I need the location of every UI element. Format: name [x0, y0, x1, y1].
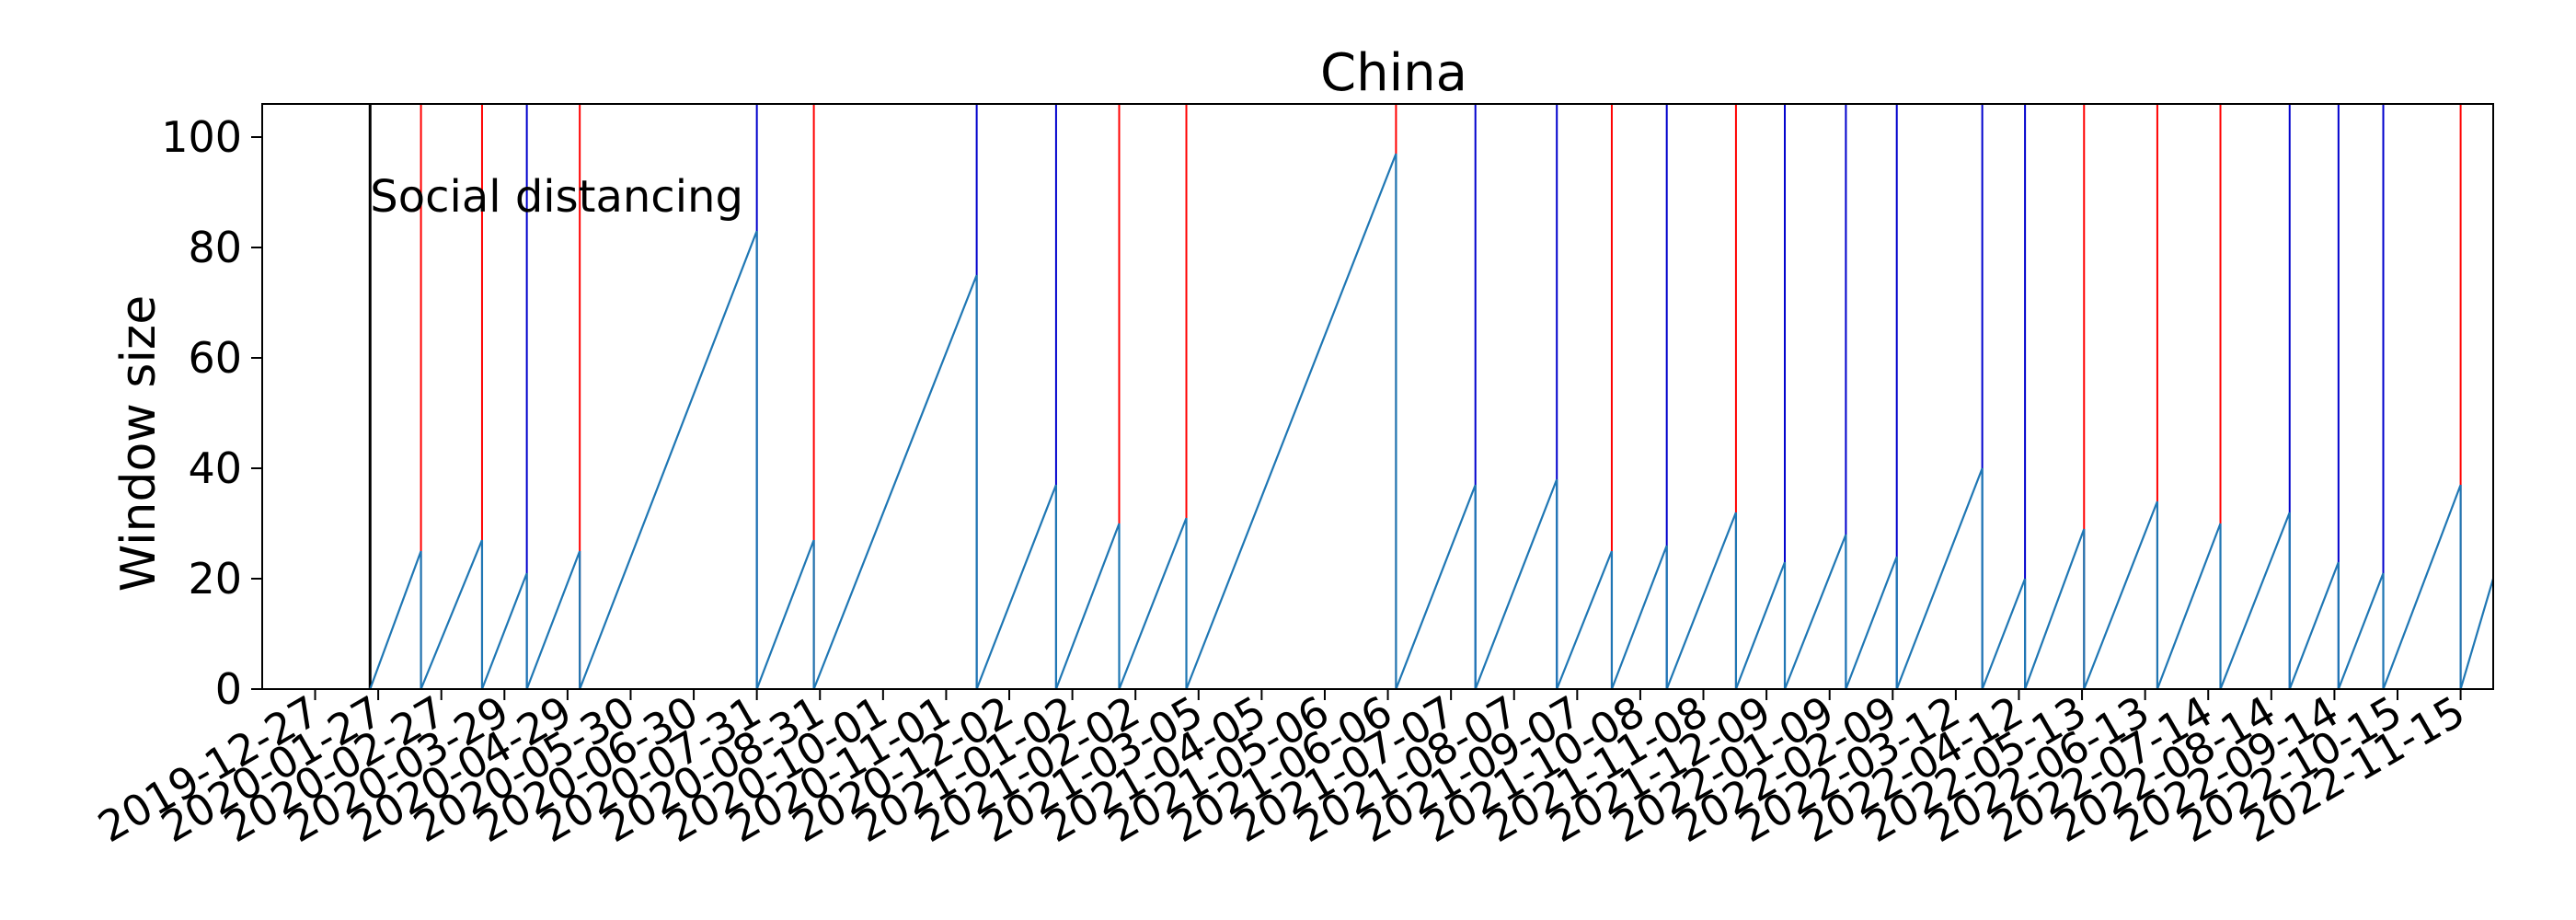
- y-axis: 0 20 40 60 80 100: [161, 112, 262, 714]
- series-ramp-6: [812, 274, 978, 690]
- series-ramp-25: [2288, 561, 2340, 690]
- series-ramp-5: [755, 539, 815, 690]
- series-ramp-7: [975, 484, 1057, 690]
- y-tick-label: 100: [161, 112, 242, 162]
- series-ramp-11: [1395, 484, 1477, 690]
- series-ramp-24: [2219, 512, 2291, 690]
- series-ramp-1: [420, 539, 483, 690]
- series-ramp-0: [369, 550, 422, 690]
- series-ramp-19: [1895, 467, 1984, 690]
- series-ramp-22: [2083, 500, 2158, 690]
- series-ramp-12: [1474, 478, 1558, 690]
- series-ramp-27: [2382, 484, 2462, 690]
- series-ramp-26: [2337, 572, 2385, 690]
- y-tick-label: 60: [188, 333, 242, 383]
- y-tick-label: 40: [188, 443, 242, 493]
- series-ramp-16: [1734, 561, 1787, 690]
- series-ramp-21: [2024, 528, 2086, 690]
- series-window-size: [369, 153, 2495, 690]
- series-ramp-13: [1556, 550, 1613, 690]
- series-ramp-17: [1783, 534, 1847, 690]
- chart-title: China: [1320, 43, 1467, 103]
- annotations: Social distancing: [370, 171, 743, 223]
- series-ramp-10: [1185, 153, 1397, 690]
- series-ramp-8: [1054, 523, 1121, 690]
- y-tick-label: 20: [188, 554, 242, 604]
- annotation-label: Social distancing: [370, 171, 743, 223]
- series-ramp-23: [2156, 523, 2222, 690]
- y-axis-label: Window size: [111, 295, 167, 592]
- series-ramp-20: [1981, 578, 2027, 690]
- series-ramp-18: [1845, 556, 1898, 690]
- series-ramp-2: [480, 572, 528, 690]
- y-tick-label: 0: [215, 664, 242, 714]
- x-axis: 2019-12-272020-01-272020-02-272020-03-29…: [90, 686, 2474, 852]
- series-ramp-14: [1610, 545, 1668, 690]
- plot-frame: [261, 103, 2494, 690]
- series-ramp-4: [579, 230, 758, 690]
- series-ramp-15: [1665, 512, 1737, 690]
- series-ramp-28: [2459, 578, 2495, 690]
- series-ramp-3: [525, 550, 581, 690]
- y-tick-label: 80: [188, 223, 242, 272]
- series-ramp-9: [1118, 517, 1188, 690]
